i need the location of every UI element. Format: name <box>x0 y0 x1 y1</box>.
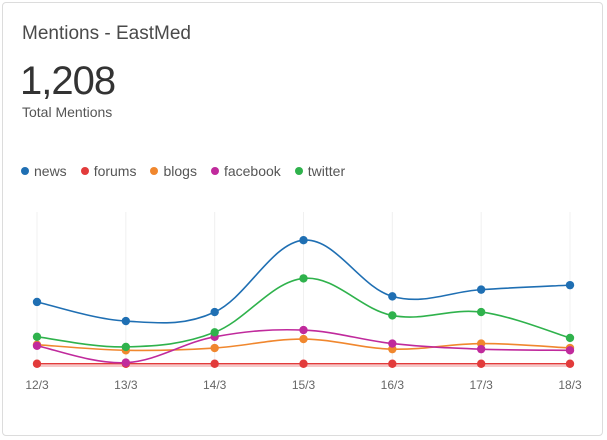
data-point-forums <box>565 359 575 368</box>
legend-marker-twitter <box>294 167 303 175</box>
total-mentions-value: 1,208 <box>20 59 116 103</box>
legend-label-facebook: facebook <box>223 163 281 179</box>
data-point-forums <box>32 359 42 368</box>
legend-label-forums: forums <box>93 163 137 179</box>
data-point-twitter <box>388 311 397 320</box>
legend-item-blogs[interactable]: blogs <box>150 163 198 179</box>
data-point-facebook <box>121 358 131 367</box>
legend-label-twitter: twitter <box>307 163 346 179</box>
data-point-news <box>476 285 486 294</box>
chart-legend: news forums blogs facebook twitter <box>21 163 359 179</box>
data-point-forums <box>388 359 397 368</box>
data-point-forums <box>299 359 308 368</box>
x-tick-label: 16/3 <box>381 378 405 392</box>
legend-item-twitter[interactable]: twitter <box>294 163 347 179</box>
data-point-blogs <box>210 343 219 353</box>
data-point-twitter <box>32 332 42 341</box>
x-tick-label: 13/3 <box>114 378 138 392</box>
data-point-news <box>565 280 575 290</box>
data-point-news <box>121 316 131 326</box>
legend-marker-facebook <box>210 167 219 175</box>
data-point-twitter <box>476 307 486 317</box>
legend-item-forums[interactable]: forums <box>80 163 139 179</box>
x-tick-label: 15/3 <box>292 378 316 392</box>
total-mentions-label: Total Mentions <box>22 104 113 120</box>
data-point-blogs <box>299 334 308 344</box>
data-point-news <box>299 236 308 245</box>
x-tick-label: 17/3 <box>469 378 493 392</box>
data-point-facebook <box>565 346 575 355</box>
legend-label-news: news <box>34 163 67 179</box>
card-title: Mentions - EastMed <box>22 23 191 44</box>
legend-label-blogs: blogs <box>163 163 197 179</box>
data-point-twitter <box>210 328 219 337</box>
legend-item-news[interactable]: news <box>21 163 69 179</box>
data-point-twitter <box>121 342 131 352</box>
data-point-news <box>210 307 219 317</box>
data-point-twitter <box>565 333 575 343</box>
legend-marker-news <box>21 167 29 175</box>
data-point-forums <box>476 359 486 368</box>
x-tick-label: 18/3 <box>558 378 582 392</box>
data-point-twitter <box>299 274 308 283</box>
x-tick-label: 12/3 <box>25 378 49 392</box>
data-point-facebook <box>32 341 42 350</box>
data-point-facebook <box>299 325 308 335</box>
data-point-news <box>388 292 397 301</box>
x-tick-label: 14/3 <box>203 378 227 392</box>
data-point-facebook <box>388 339 397 348</box>
data-point-news <box>32 297 42 307</box>
legend-marker-blogs <box>150 167 159 175</box>
data-point-forums <box>210 359 219 368</box>
legend-marker-forums <box>80 167 89 175</box>
legend-item-facebook[interactable]: facebook <box>210 163 283 179</box>
data-point-facebook <box>476 344 486 354</box>
